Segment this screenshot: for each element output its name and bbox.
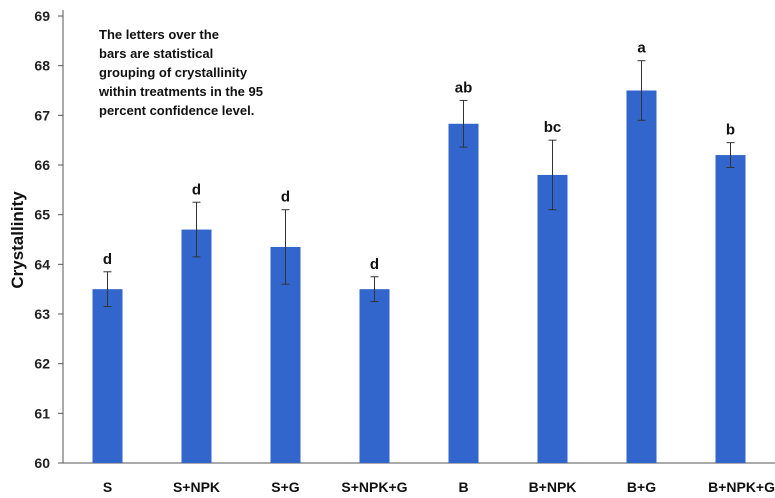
group-label: d [281, 189, 290, 206]
group-label: a [637, 40, 646, 57]
group-label: d [370, 256, 379, 273]
y-tick-label: 69 [34, 8, 50, 24]
group-label: d [103, 251, 112, 268]
category-label: S+G [271, 479, 300, 495]
y-tick-label: 65 [34, 207, 50, 223]
y-tick-label: 68 [34, 58, 50, 74]
bars [92, 60, 746, 464]
labels: d Sd S+NPK d S+G d S+NPK+G ab Bbc B+NPK a B+G b B+NPK… [103, 40, 775, 495]
category-label: B+NPK+G [708, 479, 775, 495]
group-label: ab [455, 79, 473, 96]
group-label: bc [544, 119, 562, 136]
category-label: B+G [627, 479, 656, 495]
bar [359, 289, 390, 463]
y-tick-label: 62 [34, 356, 50, 372]
category-label: B+NPK [529, 479, 577, 495]
note-line: percent confidence level. [99, 103, 254, 118]
y-tick-label: 61 [34, 405, 50, 421]
bar [181, 229, 212, 463]
bar [715, 155, 746, 464]
group-label: b [726, 122, 735, 139]
category-label: S+NPK [173, 479, 220, 495]
y-tick-label: 60 [34, 455, 50, 471]
category-label: B [458, 479, 468, 495]
y-tick-label: 66 [34, 157, 50, 173]
bar [626, 90, 657, 463]
bar [92, 289, 123, 463]
bar [537, 174, 568, 463]
note-line: bars are statistical [99, 46, 213, 61]
annotation-note: The letters over the bars are statistical… [98, 27, 263, 118]
bar [448, 123, 479, 463]
y-tick-label: 67 [34, 107, 50, 123]
note-line: grouping of crystallinity [99, 65, 248, 80]
group-label: d [192, 181, 201, 198]
y-axis-title: Crystallinity [8, 191, 27, 289]
category-label: S+NPK+G [341, 479, 407, 495]
note-line: The letters over the [99, 27, 219, 42]
category-label: S [103, 479, 112, 495]
y-tick-label: 63 [34, 306, 50, 322]
y-tick-label: 64 [34, 256, 50, 272]
note-line: within treatments in the 95 [98, 84, 263, 99]
